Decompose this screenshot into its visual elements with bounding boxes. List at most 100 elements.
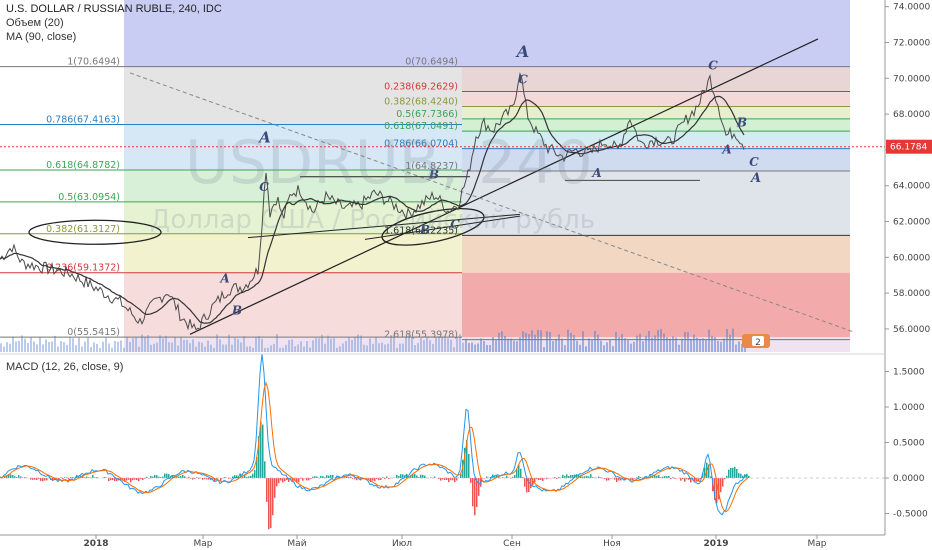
- macd-hist-bar: [198, 478, 200, 479]
- macd-hist-bar: [688, 478, 690, 480]
- volume-legend[interactable]: Объем (20): [6, 17, 64, 29]
- volume-bar: [129, 341, 131, 352]
- volume-bar: [147, 334, 149, 352]
- macd-hist-bar: [386, 476, 388, 478]
- price-tick-label-5: 64.0000: [893, 182, 930, 192]
- volume-bar: [348, 337, 350, 352]
- volume-bar: [738, 341, 740, 352]
- volume-bar: [555, 338, 557, 352]
- bottom-band: [124, 337, 850, 352]
- macd-pane: [0, 353, 885, 530]
- volume-bar: [333, 338, 335, 352]
- macd-hist-bar: [570, 474, 572, 478]
- symbol-title: U.S. DOLLAR / RUSSIAN RUBLE, 240, IDC: [6, 3, 222, 15]
- macd-hist-bar: [572, 474, 574, 478]
- volume-bar: [552, 340, 554, 352]
- macd-hist-bar: [708, 464, 710, 478]
- volume-bar: [609, 339, 611, 352]
- volume-bar: [15, 341, 17, 352]
- trend-line-lower: [247, 213, 521, 239]
- volume-bar: [432, 343, 434, 352]
- macd-hist-bar: [368, 478, 370, 480]
- volume-bar: [636, 335, 638, 352]
- macd-hist-bar: [522, 477, 524, 478]
- macd-hist-bar: [472, 478, 474, 507]
- macd-hist-bar: [328, 475, 330, 478]
- macd-hist-bar: [634, 478, 636, 479]
- time-label-5: Ноя: [603, 539, 621, 549]
- macd-hist-bar: [564, 475, 566, 478]
- macd-hist-bar: [188, 476, 190, 478]
- volume-bar: [435, 336, 437, 352]
- macd-hist-bar: [748, 475, 750, 478]
- macd-hist-bar: [446, 478, 448, 480]
- ma-legend[interactable]: MA (90, close): [6, 31, 76, 43]
- macd-hist-bar: [382, 477, 384, 478]
- volume-bar: [168, 342, 170, 352]
- volume-bar: [504, 335, 506, 352]
- volume-bar: [456, 336, 458, 352]
- volume-bar: [171, 342, 173, 352]
- macd-hist-bar: [718, 478, 720, 500]
- macd-hist-bar: [126, 478, 128, 481]
- macd-hist-bar: [40, 478, 42, 481]
- trend-line-main: [189, 38, 819, 335]
- macd-hist-bar: [464, 447, 466, 478]
- macd-hist-bar: [288, 478, 290, 482]
- macd-tick-label-3: 0.0000: [893, 474, 925, 484]
- volume-bar: [39, 337, 41, 352]
- macd-hist-bar: [306, 478, 308, 481]
- macd-hist-bar: [250, 475, 252, 478]
- symbol-legend[interactable]: U.S. DOLLAR / RUSSIAN RUBLE, 240, IDC: [6, 3, 222, 15]
- price-tick-label-2: 70.0000: [893, 74, 930, 84]
- macd-hist-bar: [450, 478, 452, 481]
- price-tick-label-0: 74.0000: [893, 3, 930, 13]
- macd-hist-bar: [496, 475, 498, 478]
- macd-hist-bar: [384, 478, 386, 480]
- macd-hist-bar: [176, 476, 178, 478]
- macd-hist-bar: [470, 478, 472, 483]
- trend-line-b: [364, 215, 521, 240]
- macd-hist-bar: [592, 477, 594, 478]
- macd-hist-bar: [372, 478, 374, 481]
- volume-bar: [108, 343, 110, 352]
- time-label-2: Май: [287, 539, 306, 549]
- macd-hist-bar: [610, 478, 612, 479]
- volume-bar: [708, 329, 710, 352]
- volume-bar: [546, 331, 548, 352]
- macd-hist-bar: [34, 478, 36, 480]
- macd-hist-bar: [662, 476, 664, 478]
- macd-hist-bar: [638, 476, 640, 478]
- signal-line: [0, 380, 749, 513]
- volume-bar: [135, 337, 137, 352]
- macd-hist-bar: [356, 478, 358, 481]
- volume-bar: [213, 347, 215, 352]
- macd-hist-bar: [310, 478, 312, 479]
- macd-legend[interactable]: MACD (12, 26, close, 9): [6, 361, 123, 373]
- volume-bar: [288, 340, 290, 352]
- macd-hist-bar: [582, 476, 584, 478]
- volume-bar: [567, 329, 569, 352]
- macd-hist-bar: [476, 478, 478, 508]
- macd-hist-bar: [196, 477, 198, 478]
- volume-bar: [255, 337, 257, 352]
- circle-annotation-b: [381, 207, 485, 246]
- macd-hist-bar: [180, 476, 182, 478]
- current-price-label: 66.1784: [890, 143, 927, 153]
- volume-bar: [198, 341, 200, 352]
- macd-hist-bar: [640, 477, 642, 478]
- volume-bar: [717, 340, 719, 352]
- volume-bar: [576, 340, 578, 352]
- macd-hist-bar: [412, 473, 414, 478]
- volume-bar: [543, 347, 545, 352]
- right-fib-band-3: [462, 118, 850, 132]
- macd-hist-bar: [536, 478, 538, 480]
- macd-hist-bar: [36, 478, 38, 481]
- volume-bar: [660, 329, 662, 352]
- macd-hist-bar: [616, 478, 618, 482]
- volume-bar: [144, 336, 146, 352]
- volume-bar: [69, 337, 71, 352]
- volume-title: Объем (20): [6, 17, 64, 29]
- volume-bar: [378, 343, 380, 352]
